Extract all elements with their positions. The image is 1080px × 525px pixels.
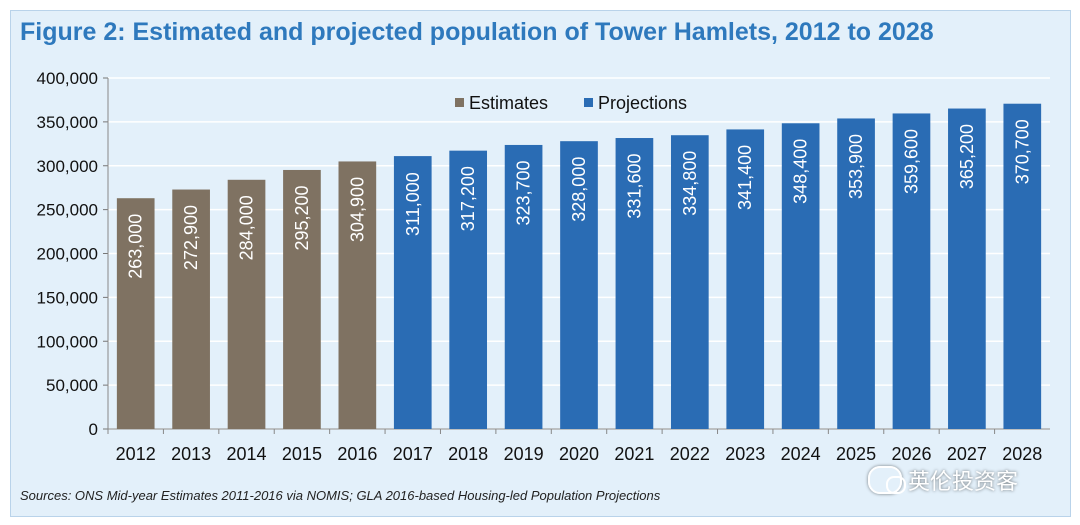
data-label: 263,000 (126, 214, 146, 279)
watermark: 英伦投资客 (868, 464, 1018, 496)
y-tick-label: 100,000 (37, 332, 98, 351)
data-label: 328,000 (569, 157, 589, 222)
bar-projection-2023 (726, 129, 765, 429)
data-label: 353,900 (846, 134, 866, 199)
x-tick-label: 2014 (227, 444, 267, 464)
data-label: 370,700 (1012, 119, 1032, 184)
x-tick-label: 2023 (725, 444, 765, 464)
x-tick-label: 2015 (282, 444, 322, 464)
data-label: 359,600 (901, 129, 921, 194)
x-tick-label: 2028 (1002, 444, 1042, 464)
chart-title: Figure 2: Estimated and projected popula… (20, 18, 934, 46)
data-label: 365,200 (957, 124, 977, 189)
x-tick-label: 2018 (448, 444, 488, 464)
bar-estimate-2016 (338, 161, 377, 429)
data-label: 331,600 (624, 153, 644, 218)
legend: Estimates Projections (455, 93, 687, 113)
y-tick-label: 150,000 (37, 288, 98, 307)
data-label: 311,000 (403, 172, 423, 236)
y-tick-label: 50,000 (46, 376, 98, 395)
data-label: 348,400 (791, 139, 811, 204)
x-tick-label: 2024 (781, 444, 821, 464)
data-label: 304,900 (347, 177, 367, 242)
y-tick-label: 400,000 (37, 69, 98, 88)
x-tick-label: 2027 (947, 444, 987, 464)
data-label: 295,200 (292, 185, 312, 250)
x-tick-label: 2026 (891, 444, 931, 464)
data-labels: 263,000 272,900 284,000 295,200 304,900 311,0… (126, 119, 1033, 279)
y-tick-label: 300,000 (37, 157, 98, 176)
x-tick-label: 2013 (171, 444, 211, 464)
bars (116, 103, 1042, 430)
x-tick-label: 2017 (393, 444, 433, 464)
legend-swatch-1 (584, 98, 593, 107)
legend-swatch-0 (455, 98, 464, 107)
y-tick-label: 0 (89, 420, 98, 439)
x-tick-label: 2012 (116, 444, 156, 464)
bar-estimate-2013 (172, 189, 210, 429)
bar-estimate-2012 (116, 198, 155, 429)
bar-projection-2027 (948, 108, 986, 430)
x-tick-label: 2016 (337, 444, 377, 464)
data-label: 323,700 (514, 160, 534, 225)
x-tick-label: 2025 (836, 444, 876, 464)
x-tick-label: 2022 (670, 444, 710, 464)
bar-projection-2020 (560, 141, 598, 429)
bar-projection-2024 (781, 123, 820, 430)
bar-projection-2019 (504, 144, 543, 429)
bar-projection-2026 (892, 113, 931, 430)
bar-estimate-2015 (283, 169, 321, 429)
legend-label: Projections (598, 93, 687, 113)
x-tick-label: 2021 (614, 444, 654, 464)
data-label: 284,000 (237, 195, 257, 260)
bar-projection-2025 (837, 118, 875, 429)
y-tick-label: 250,000 (37, 201, 98, 220)
data-label: 334,800 (680, 151, 700, 216)
bar-projection-2028 (1003, 103, 1042, 429)
bar-projection-2018 (449, 150, 488, 430)
x-tick-label: 2020 (559, 444, 599, 464)
bar-projection-2021 (615, 138, 654, 429)
legend-label: Estimates (469, 93, 548, 113)
data-label: 272,900 (181, 205, 201, 270)
source-note: Sources: ONS Mid-year Estimates 2011-201… (20, 488, 661, 503)
wechat-icon (868, 466, 906, 494)
bar-projection-2017 (393, 156, 432, 429)
data-label: 317,200 (458, 166, 478, 231)
watermark-text: 英伦投资客 (908, 469, 1019, 494)
x-tick-label: 2019 (504, 444, 544, 464)
bar-projection-2022 (670, 135, 709, 429)
bar-estimate-2014 (227, 179, 266, 429)
y-tick-label: 350,000 (37, 113, 98, 132)
y-tick-label: 200,000 (37, 245, 98, 264)
data-label: 341,400 (735, 145, 755, 210)
